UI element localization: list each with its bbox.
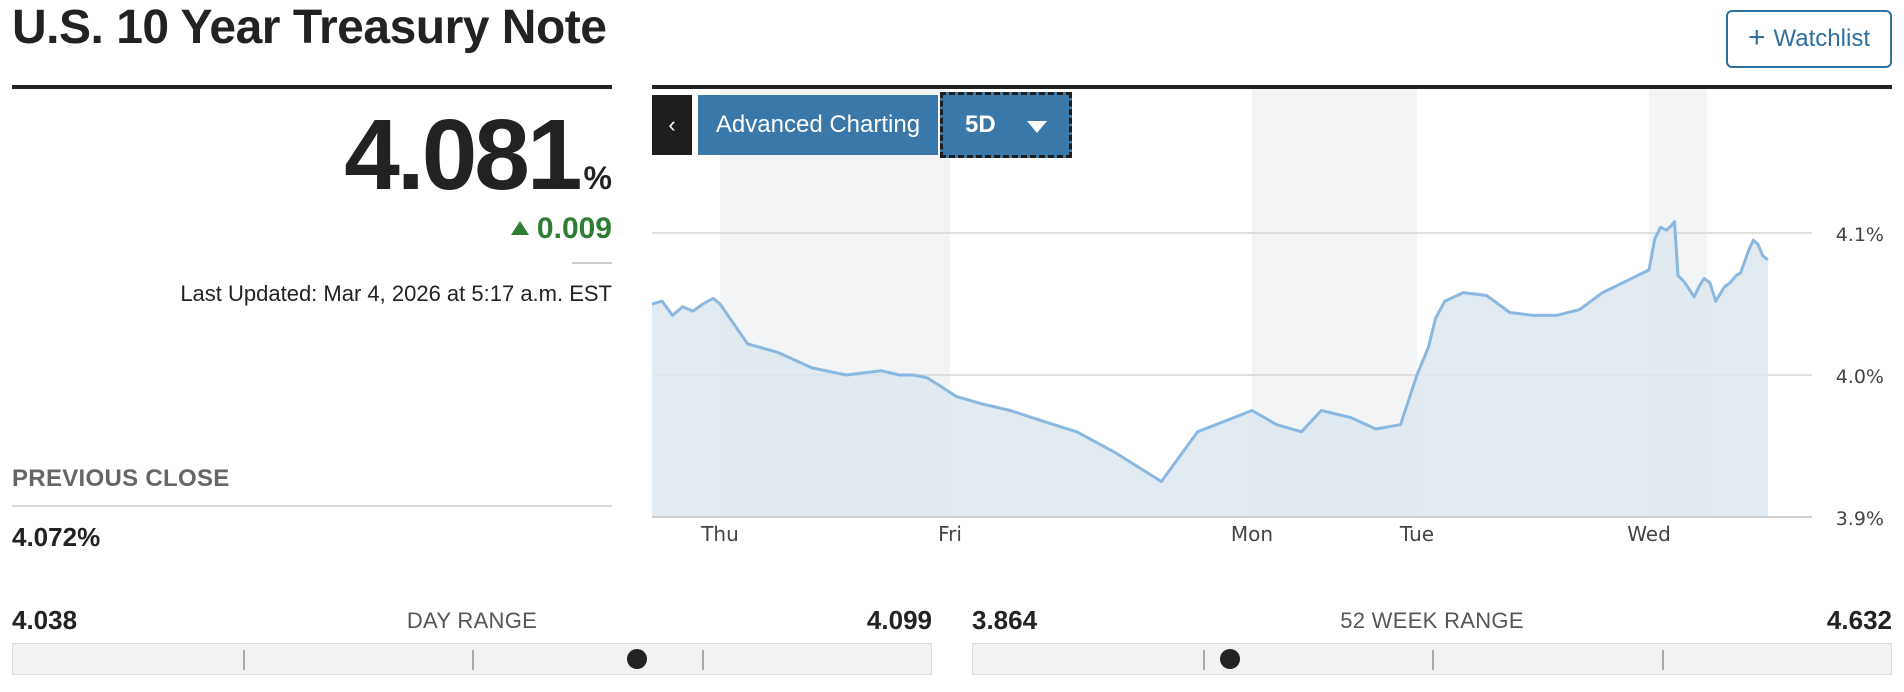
chart-area [652, 221, 1768, 517]
y-tick-label: 4.1% [1836, 224, 1884, 246]
day-range-bar [12, 643, 932, 675]
week52-range-high: 4.632 [1826, 605, 1892, 635]
chart-range-value: 5D [965, 111, 996, 138]
price-unit: % [583, 160, 612, 196]
x-tick-label: Thu [700, 522, 739, 546]
change-value: 0.009 [536, 212, 612, 245]
up-arrow-icon [510, 221, 529, 235]
section-divider [12, 85, 612, 89]
range-tick [701, 650, 704, 670]
x-tick-label: Mon [1231, 522, 1273, 546]
last-updated: Last Updated: Mar 4, 2026 at 5:17 a.m. E… [180, 281, 612, 306]
day-range-high: 4.099 [866, 605, 932, 635]
day-range: 4.038 DAY RANGE 4.099 [12, 605, 932, 677]
range-tick [472, 650, 474, 670]
price-block: 4.081% [12, 105, 612, 205]
price-chart[interactable]: 4.1% 4.0% 3.9% Thu Fri Mon Tue Wed [652, 85, 1892, 555]
week52-range-low: 3.864 [972, 605, 1038, 635]
y-tick-label: 4.0% [1836, 366, 1884, 388]
chart-top-divider [652, 85, 1892, 89]
week52-range-label: 52 WEEK RANGE [1340, 608, 1524, 633]
week52-range-bar [972, 643, 1892, 675]
previous-close-value: 4.072% [12, 522, 101, 552]
page-title: U.S. 10 Year Treasury Note [12, 1, 607, 54]
plus-icon: + [1748, 20, 1766, 54]
chevron-down-icon [1027, 121, 1047, 133]
range-tick [242, 650, 245, 670]
x-tick-label: Fri [938, 522, 962, 546]
change-divider [572, 262, 612, 264]
x-tick-label: Wed [1627, 522, 1671, 546]
range-tick [1661, 650, 1664, 670]
y-tick-label: 3.9% [1836, 508, 1884, 530]
x-tick-label: Tue [1399, 522, 1434, 546]
day-range-low: 4.038 [12, 605, 78, 635]
previous-close-divider [12, 505, 612, 507]
day-range-label: DAY RANGE [406, 608, 538, 633]
chart-svg: 4.1% 4.0% 3.9% Thu Fri Mon Tue Wed [652, 89, 1884, 546]
chevron-left-icon: ‹ [668, 112, 676, 137]
current-price: 4.081 [344, 99, 582, 211]
previous-close-label: PREVIOUS CLOSE [12, 465, 230, 492]
add-to-watchlist-button[interactable]: + Watchlist [1726, 10, 1892, 68]
price-change: 0.009 [12, 212, 612, 246]
week52-range: 3.864 52 WEEK RANGE 4.632 [972, 605, 1892, 677]
day-range-marker [627, 649, 648, 669]
advanced-charting-button[interactable]: Advanced Charting [698, 95, 938, 155]
range-tick [1432, 650, 1434, 670]
range-tick [1202, 650, 1205, 670]
watchlist-label: Watchlist [1773, 25, 1870, 52]
chart-range-select[interactable]: 5D [940, 92, 1072, 158]
chart-series-line [652, 220, 1769, 483]
week52-range-marker [1220, 649, 1241, 669]
chart-back-button[interactable]: ‹ [652, 95, 692, 155]
